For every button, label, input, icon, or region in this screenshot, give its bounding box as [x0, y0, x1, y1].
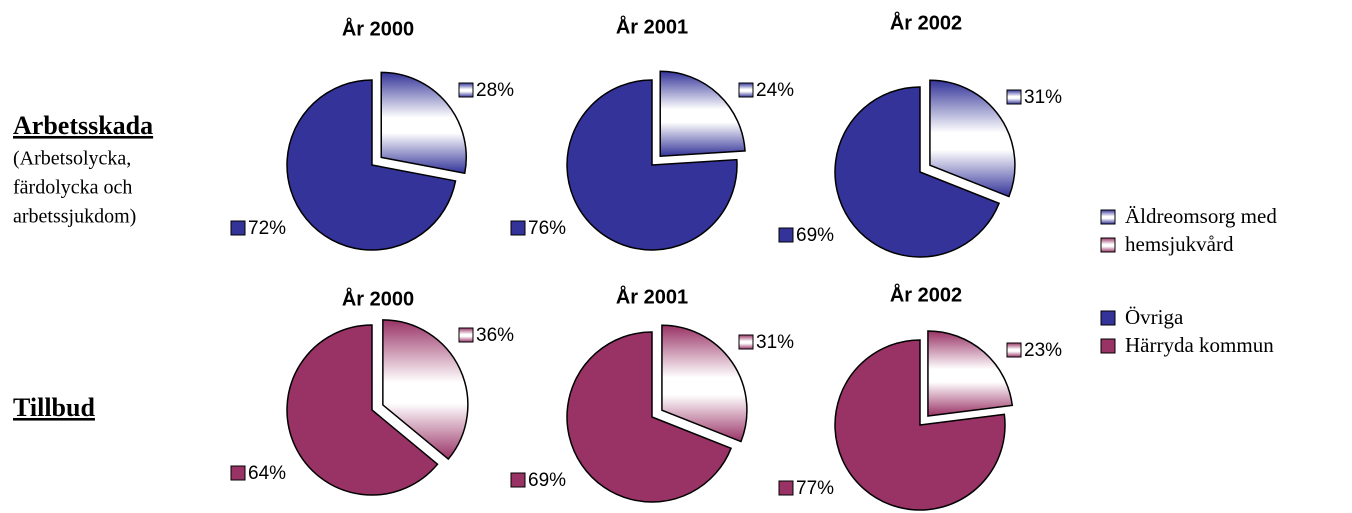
legend-swatch: [1100, 209, 1116, 225]
pie-slice: [382, 319, 469, 461]
label-swatch: [230, 220, 246, 236]
pie-slice: [286, 79, 457, 251]
value-label: 72%: [248, 218, 286, 239]
pie-slice: [566, 79, 738, 251]
legend-label: hemsjukvård: [1125, 232, 1234, 256]
legend-swatch: [1100, 338, 1116, 354]
pie-title: År 2002: [890, 282, 962, 306]
label-swatch: [1006, 89, 1022, 105]
legend-swatch: [1100, 237, 1116, 253]
value-label: 23%: [1024, 340, 1062, 361]
legend-label: Äldreomsorg med: [1125, 204, 1277, 228]
pie-slice: [380, 71, 467, 175]
legend-label: Övriga: [1125, 305, 1184, 329]
value-label: 28%: [476, 80, 514, 101]
label-swatch: [458, 82, 474, 98]
pie-slice: [834, 86, 1001, 258]
row-title: Arbetsskada: [13, 111, 153, 140]
label-swatch: [738, 334, 754, 350]
value-label: 69%: [528, 470, 566, 491]
label-swatch: [458, 327, 474, 343]
label-swatch: [510, 220, 526, 236]
pie-slice: [834, 339, 1006, 511]
pie-slice: [659, 70, 746, 158]
value-label: 77%: [796, 478, 834, 499]
pie-slice: [661, 324, 748, 443]
pie-title: År 2002: [890, 10, 962, 34]
label-swatch: [738, 82, 754, 98]
row-subtitle: arbetssjukdom): [13, 206, 136, 228]
label-swatch: [778, 480, 794, 496]
label-swatch: [1006, 342, 1022, 358]
pie-title: År 2000: [342, 286, 414, 310]
legend-label: Härryda kommun: [1125, 333, 1274, 357]
pie-slice: [929, 79, 1016, 198]
value-label: 36%: [476, 325, 514, 346]
label-swatch: [230, 465, 246, 481]
row-subtitle: (Arbetsolycka,: [13, 148, 131, 170]
value-label: 31%: [756, 332, 794, 353]
pie-title: År 2001: [616, 284, 688, 308]
row-subtitle: färdolycka och: [13, 177, 132, 199]
value-label: 64%: [248, 463, 286, 484]
label-swatch: [778, 227, 794, 243]
legend-swatch: [1100, 310, 1116, 326]
pie-title: År 2001: [616, 14, 688, 38]
value-label: 31%: [1024, 87, 1062, 108]
pie-slice: [286, 324, 439, 496]
label-swatch: [510, 472, 526, 488]
row-title: Tillbud: [13, 393, 95, 422]
pie-title: År 2000: [342, 16, 414, 40]
pie-slice: [566, 331, 733, 503]
value-label: 24%: [756, 80, 794, 101]
value-label: 69%: [796, 225, 834, 246]
value-label: 76%: [528, 218, 566, 239]
pie-slice: [927, 330, 1014, 417]
